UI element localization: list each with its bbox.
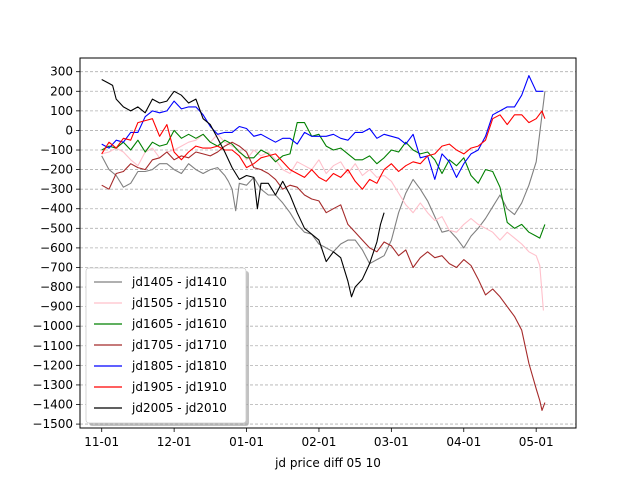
legend-entry-label: jd1905 - jd1910 [131,380,227,394]
y-axis: 300 200 100 0 −100 −200 −300 −400 −500 −600 −700 −8… [32,65,80,431]
y-tick-label: −300 [40,182,73,196]
legend-entry-label: jd1705 - jd1710 [131,338,227,352]
x-tick-label: 03-01 [374,435,409,449]
legend: jd1405 - jd1410 jd1505 - jd1510 jd1605 - j… [85,267,249,426]
series-layer [101,75,546,411]
series-line-6 [101,79,385,298]
x-tick-label: 12-01 [157,435,192,449]
y-tick-label: −800 [40,280,73,294]
axes-frame [79,57,577,429]
series-line-4 [101,75,544,180]
y-tick-label: −600 [40,241,73,255]
x-tick-label: 05-01 [519,435,554,449]
y-tick-label: −1400 [32,398,73,412]
legend-entry-label: jd1605 - jd1610 [131,317,227,331]
y-tick-label: −700 [40,260,73,274]
y-tick-label: −1300 [32,378,73,392]
series-line-1 [101,133,544,311]
x-tick-label: 04-01 [446,435,481,449]
y-tick-label: −500 [40,221,73,235]
y-tick-label: −100 [40,143,73,157]
legend-entry-label: jd1405 - jd1410 [131,275,227,289]
legend-entry-label: jd2005 - jd2010 [131,401,227,415]
y-tick-label: −1100 [32,339,73,353]
y-tick-label: −1200 [32,358,73,372]
series-line-2 [101,122,546,239]
x-axis: 11-01 12-01 01-01 02-01 03-01 04-01 05-01 [84,428,554,449]
y-tick-label: −1000 [32,319,73,333]
y-tick-label: 100 [50,104,73,118]
series-line-5 [101,110,546,190]
y-tick-label: 0 [65,123,73,137]
y-tick-label: −400 [40,202,73,216]
y-tick-label: −900 [40,300,73,314]
legend-box [85,267,247,424]
y-tick-label: 200 [50,84,73,98]
y-tick-label: 300 [50,65,73,79]
x-tick-label: 02-01 [302,435,337,449]
y-tick-label: −1500 [32,417,73,431]
series-line-3 [101,141,546,411]
x-axis-label: jd price diff 05 10 [274,456,381,470]
series-line-0 [101,91,546,265]
legend-entry-label: jd1805 - jd1810 [131,359,227,373]
y-tick-label: −200 [40,163,73,177]
x-tick-label: 11-01 [84,435,119,449]
x-tick-label: 01-01 [229,435,264,449]
legend-entry-label: jd1505 - jd1510 [131,296,227,310]
